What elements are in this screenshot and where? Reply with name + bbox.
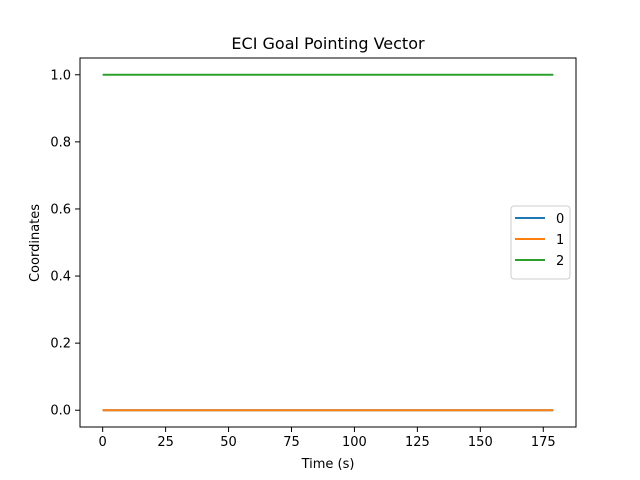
legend-label: 2 xyxy=(556,254,564,269)
x-axis-label: Time (s) xyxy=(301,457,355,472)
x-axis-ticks: 0 25 50 75 100 125 150 175 xyxy=(99,427,556,450)
x-tick-label: 100 xyxy=(342,435,367,450)
x-tick-label: 175 xyxy=(531,435,556,450)
chart-title: ECI Goal Pointing Vector xyxy=(231,34,425,53)
x-tick-label: 50 xyxy=(220,435,237,450)
y-axis-label: Coordinates xyxy=(28,204,43,282)
y-axis-ticks: 0.0 0.2 0.4 0.6 0.8 1.0 xyxy=(50,68,80,419)
y-tick-label: 0.2 xyxy=(50,337,71,352)
y-tick-label: 0.0 xyxy=(50,404,71,419)
y-tick-label: 0.6 xyxy=(50,202,71,217)
x-tick-label: 125 xyxy=(405,435,430,450)
legend: 0 1 2 xyxy=(510,205,571,280)
x-tick-label: 0 xyxy=(99,435,107,450)
y-tick-label: 1.0 xyxy=(50,68,71,83)
legend-label: 1 xyxy=(556,233,564,248)
plot-lines xyxy=(102,73,554,412)
plot-area-frame xyxy=(79,57,577,428)
y-tick-label: 0.4 xyxy=(50,270,71,285)
y-tick-label: 0.8 xyxy=(50,135,71,150)
x-tick-label: 25 xyxy=(157,435,174,450)
x-tick-label: 75 xyxy=(283,435,300,450)
x-tick-label: 150 xyxy=(468,435,493,450)
legend-label: 0 xyxy=(556,212,564,227)
